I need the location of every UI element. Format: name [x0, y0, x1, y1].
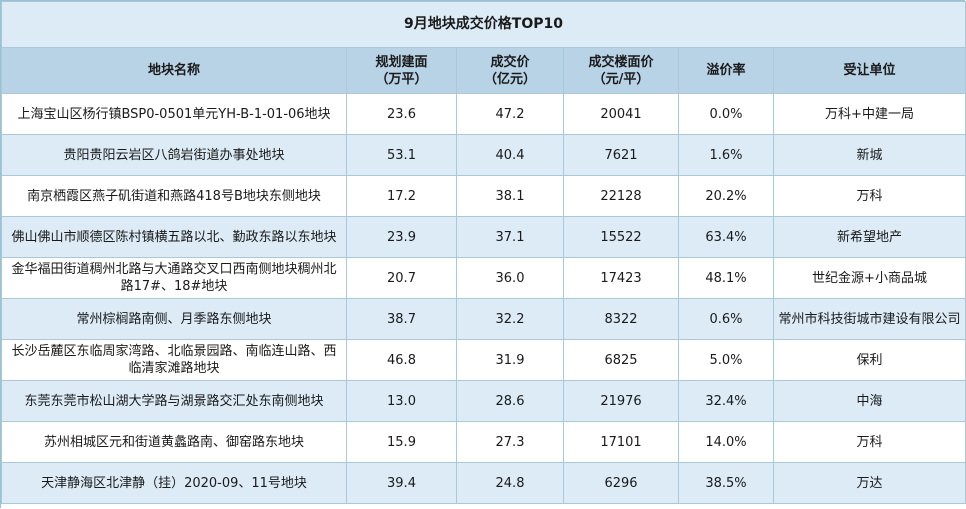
cell-price: 36.0	[456, 257, 564, 299]
cell-area: 53.1	[346, 134, 457, 176]
table-title-row: 9月地块成交价格TOP10	[1, 1, 966, 48]
cell-area: 46.8	[346, 339, 457, 381]
cell-name: 佛山佛山市顺德区陈村镇横五路以北、勤政东路以东地块	[1, 216, 347, 258]
table-row: 上海宝山区杨行镇BSP0-0501单元YH-B-1-01-06地块 23.6 4…	[1, 93, 966, 135]
cell-buyer: 中海	[773, 380, 966, 422]
cell-area: 20.7	[346, 257, 457, 299]
cell-unit-price: 6296	[563, 462, 679, 504]
table-title: 9月地块成交价格TOP10	[1, 1, 966, 48]
cell-name: 长沙岳麓区东临周家湾路、北临景园路、南临连山路、西临清家滩路地块	[1, 339, 347, 381]
cell-buyer: 世纪金源+小商品城	[773, 257, 966, 299]
table-row: 长沙岳麓区东临周家湾路、北临景园路、南临连山路、西临清家滩路地块 46.8 31…	[1, 339, 966, 381]
cell-area: 15.9	[346, 421, 457, 463]
cell-name: 贵阳贵阳云岩区八鸽岩街道办事处地块	[1, 134, 347, 176]
cell-price: 24.8	[456, 462, 564, 504]
cell-name: 金华福田街道稠州北路与大通路交叉口西南侧地块稠州北路17#、18#地块	[1, 257, 347, 299]
cell-area: 13.0	[346, 380, 457, 422]
cell-premium: 20.2%	[678, 175, 774, 217]
cell-name: 东莞东莞市松山湖大学路与湖景路交汇处东南侧地块	[1, 380, 347, 422]
cell-area: 23.9	[346, 216, 457, 258]
cell-premium: 32.4%	[678, 380, 774, 422]
cell-name: 南京栖霞区燕子矶街道和燕路418号B地块东侧地块	[1, 175, 347, 217]
table-row: 天津静海区北津静（挂）2020-09、11号地块 39.4 24.8 6296 …	[1, 462, 966, 504]
cell-premium: 38.5%	[678, 462, 774, 504]
cell-name: 苏州相城区元和街道黄蠡路南、御窑路东地块	[1, 421, 347, 463]
cell-premium: 1.6%	[678, 134, 774, 176]
cell-area: 17.2	[346, 175, 457, 217]
header-price: 成交价 （亿元）	[456, 47, 564, 94]
cell-name: 常州棕榈路南侧、月季路东侧地块	[1, 298, 347, 340]
cell-buyer: 常州市科技街城市建设有限公司	[773, 298, 966, 340]
cell-price: 27.3	[456, 421, 564, 463]
header-unit-price-line1: 成交楼面价	[588, 54, 654, 70]
cell-buyer: 万科	[773, 421, 966, 463]
cell-premium: 5.0%	[678, 339, 774, 381]
cell-unit-price: 21976	[563, 380, 679, 422]
cell-price: 38.1	[456, 175, 564, 217]
cell-buyer: 万科	[773, 175, 966, 217]
header-price-line1: 成交价	[490, 54, 530, 70]
table-header-row: 地块名称 规划建面 （万平） 成交价 （亿元） 成交楼面价 （元/平） 溢价率 …	[1, 47, 966, 94]
table-row: 金华福田街道稠州北路与大通路交叉口西南侧地块稠州北路17#、18#地块 20.7…	[1, 257, 966, 299]
cell-price: 37.1	[456, 216, 564, 258]
cell-unit-price: 20041	[563, 93, 679, 135]
cell-unit-price: 7621	[563, 134, 679, 176]
cell-unit-price: 8322	[563, 298, 679, 340]
header-name: 地块名称	[1, 47, 347, 94]
cell-unit-price: 17101	[563, 421, 679, 463]
header-premium: 溢价率	[678, 47, 774, 94]
cell-area: 39.4	[346, 462, 457, 504]
cell-unit-price: 22128	[563, 175, 679, 217]
header-buyer: 受让单位	[773, 47, 966, 94]
cell-premium: 14.0%	[678, 421, 774, 463]
cell-buyer: 万科+中建一局	[773, 93, 966, 135]
cell-price: 32.2	[456, 298, 564, 340]
cell-area: 23.6	[346, 93, 457, 135]
cell-price: 47.2	[456, 93, 564, 135]
cell-name: 天津静海区北津静（挂）2020-09、11号地块	[1, 462, 347, 504]
cell-buyer: 保利	[773, 339, 966, 381]
table-row: 苏州相城区元和街道黄蠡路南、御窑路东地块 15.9 27.3 17101 14.…	[1, 421, 966, 463]
cell-premium: 0.0%	[678, 93, 774, 135]
cell-buyer: 新希望地产	[773, 216, 966, 258]
table-row: 佛山佛山市顺德区陈村镇横五路以北、勤政东路以东地块 23.9 37.1 1552…	[1, 216, 966, 258]
header-unit-price: 成交楼面价 （元/平）	[563, 47, 679, 94]
cell-buyer: 万达	[773, 462, 966, 504]
table-row: 贵阳贵阳云岩区八鸽岩街道办事处地块 53.1 40.4 7621 1.6% 新城	[1, 134, 966, 176]
header-area: 规划建面 （万平）	[346, 47, 457, 94]
cell-price: 28.6	[456, 380, 564, 422]
cell-unit-price: 6825	[563, 339, 679, 381]
cell-name: 上海宝山区杨行镇BSP0-0501单元YH-B-1-01-06地块	[1, 93, 347, 135]
cell-premium: 0.6%	[678, 298, 774, 340]
header-area-line1: 规划建面	[375, 54, 428, 70]
header-unit-price-line2: （元/平）	[592, 71, 650, 87]
cell-price: 40.4	[456, 134, 564, 176]
cell-buyer: 新城	[773, 134, 966, 176]
cell-price: 31.9	[456, 339, 564, 381]
table-row: 南京栖霞区燕子矶街道和燕路418号B地块东侧地块 17.2 38.1 22128…	[1, 175, 966, 217]
cell-premium: 48.1%	[678, 257, 774, 299]
cell-unit-price: 17423	[563, 257, 679, 299]
header-price-line2: （亿元）	[483, 71, 536, 87]
table-row: 常州棕榈路南侧、月季路东侧地块 38.7 32.2 8322 0.6% 常州市科…	[1, 298, 966, 340]
table-row: 东莞东莞市松山湖大学路与湖景路交汇处东南侧地块 13.0 28.6 21976 …	[1, 380, 966, 422]
cell-area: 38.7	[346, 298, 457, 340]
cell-premium: 63.4%	[678, 216, 774, 258]
cell-unit-price: 15522	[563, 216, 679, 258]
header-area-line2: （万平）	[375, 71, 428, 87]
